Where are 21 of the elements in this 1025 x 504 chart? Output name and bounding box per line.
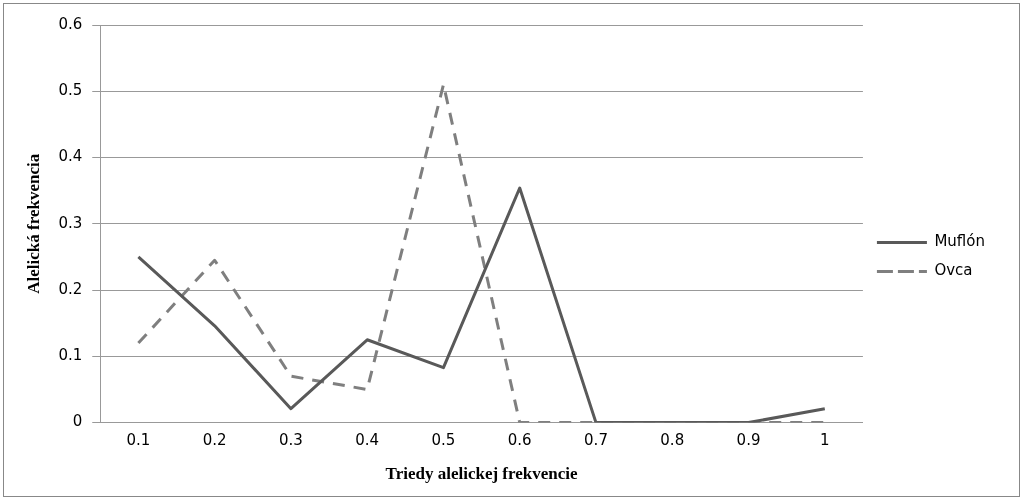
y-axis-title: Alelická frekvencia [23, 153, 43, 294]
x-tick-label: 0.2 [202, 431, 227, 450]
y-tick-label: 0.3 [58, 213, 83, 232]
x-tick-label: 0.4 [355, 431, 380, 450]
y-tick-label: 0.2 [58, 279, 83, 298]
y-tick-label: 0.4 [58, 147, 83, 166]
x-tick-label: 0.5 [431, 431, 456, 450]
y-tick-label: 0.5 [58, 81, 83, 100]
x-axis-title: Triedy alelickej frekvencie [385, 464, 579, 484]
y-tick-label: 0.6 [58, 14, 83, 33]
x-tick-label: 1 [820, 431, 830, 450]
x-tick-label: 0.7 [584, 431, 608, 450]
legend-label: Muflón [934, 232, 986, 251]
x-tick-label: 0.8 [660, 431, 685, 450]
y-tick-label: 0 [72, 412, 83, 431]
x-tick-label: 0.6 [507, 431, 532, 450]
x-tick-label: 0.9 [736, 431, 761, 450]
x-tick-label: 0.3 [278, 431, 303, 450]
y-tick-label: 0.1 [58, 346, 83, 365]
x-tick-label: 0.1 [126, 431, 151, 450]
legend-label: Ovca [934, 261, 973, 280]
